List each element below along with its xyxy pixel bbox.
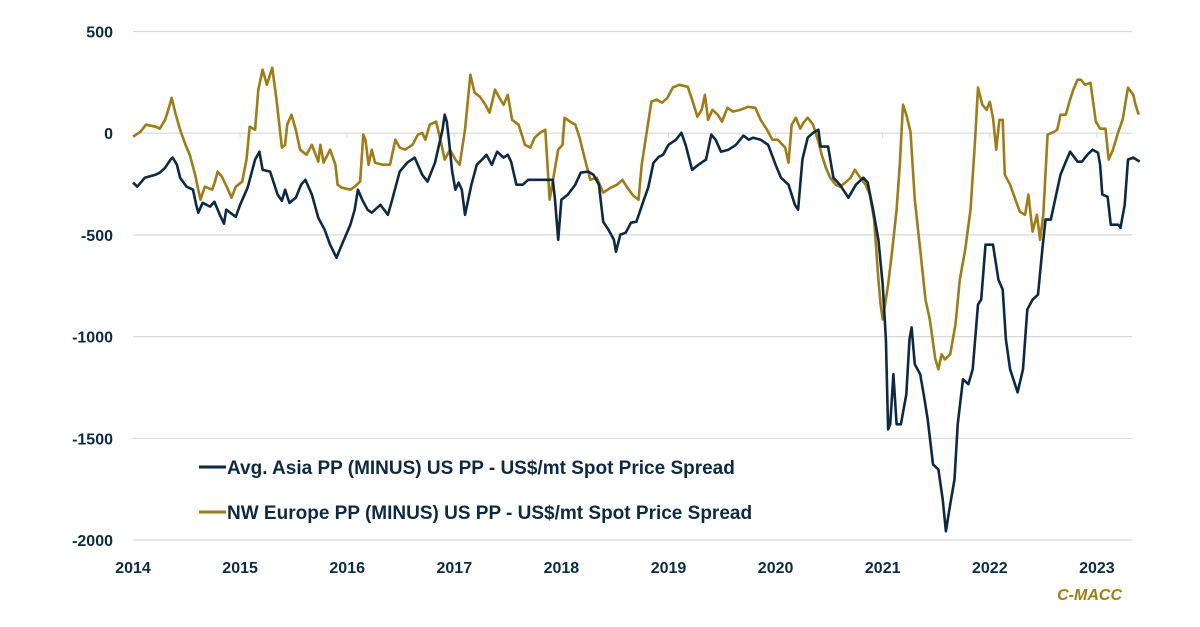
- gridlines: [133, 30, 1132, 541]
- y-tick-label: -2000: [72, 533, 113, 550]
- series-lines: [132, 66, 1141, 533]
- x-tick-label: 2014: [115, 560, 151, 577]
- series-line-asia: [132, 113, 1141, 533]
- legend-item-europe[interactable]: NW Europe PP (MINUS) US PP - US$/mt Spot…: [199, 503, 752, 524]
- x-tick-label: 2020: [758, 560, 794, 577]
- x-axis-ticks: 2014 2015 2016 2017 2018 2019 2020 2021 2022 2023: [115, 133, 1115, 577]
- source-label: C-MACC: [1057, 587, 1122, 604]
- x-tick-label: 2021: [865, 560, 901, 577]
- legend-label-asia: Avg. Asia PP (MINUS) US PP - US$/mt Spot…: [227, 458, 735, 479]
- legend-label-europe: NW Europe PP (MINUS) US PP - US$/mt Spot…: [227, 503, 752, 524]
- y-tick-label: 500: [86, 25, 113, 42]
- x-tick-label: 2018: [544, 560, 580, 577]
- x-tick-label: 2023: [1079, 560, 1115, 577]
- legend-item-asia[interactable]: Avg. Asia PP (MINUS) US PP - US$/mt Spot…: [199, 458, 735, 479]
- y-tick-label: 0: [104, 126, 113, 143]
- y-tick-label: -1000: [72, 330, 113, 347]
- x-tick-label: 2022: [972, 560, 1008, 577]
- x-tick-label: 2016: [329, 560, 365, 577]
- x-tick-label: 2017: [437, 560, 473, 577]
- series-line-europe: [132, 66, 1140, 371]
- y-tick-label: -500: [81, 228, 113, 245]
- legend: Avg. Asia PP (MINUS) US PP - US$/mt Spot…: [199, 458, 752, 524]
- y-axis-ticks: 500 0 -500 -1000 -1500 -2000: [72, 25, 113, 551]
- x-tick-label: 2019: [651, 560, 687, 577]
- y-tick-label: -1500: [72, 431, 113, 448]
- x-tick-label: 2015: [222, 560, 258, 577]
